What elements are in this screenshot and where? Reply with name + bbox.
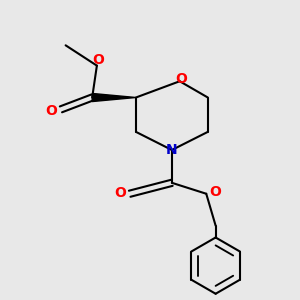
Text: O: O bbox=[114, 186, 126, 200]
Text: O: O bbox=[46, 104, 58, 118]
Text: N: N bbox=[166, 143, 178, 157]
Polygon shape bbox=[92, 93, 136, 102]
Text: O: O bbox=[209, 185, 221, 200]
Text: O: O bbox=[175, 72, 187, 86]
Text: O: O bbox=[92, 53, 104, 67]
